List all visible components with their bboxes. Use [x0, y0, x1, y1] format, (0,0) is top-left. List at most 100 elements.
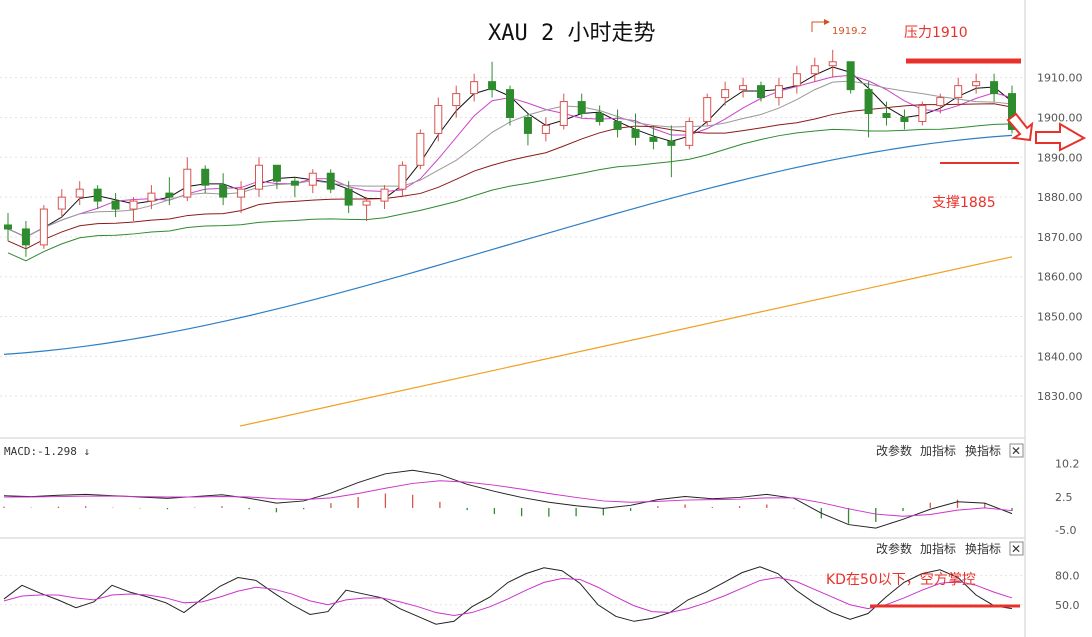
- bullish-candle: [792, 73, 801, 87]
- bullish-candle: [398, 164, 407, 190]
- bullish-candle: [470, 81, 479, 95]
- kd-annotation: KD在50以下，空方掌控: [826, 572, 976, 588]
- bullish-candle: [237, 188, 246, 198]
- bullish-candle: [39, 208, 48, 246]
- modify-params-button-kd[interactable]: 改参数: [876, 541, 912, 556]
- bullish-candle: [721, 89, 730, 99]
- bearish-candle: [165, 192, 174, 198]
- bullish-candle: [75, 188, 84, 198]
- bearish-candle: [506, 89, 514, 118]
- bullish-candle: [452, 93, 461, 107]
- bearish-candle: [846, 61, 855, 91]
- chart-title: XAU 2 小时走势: [488, 21, 655, 46]
- macd-label: MACD:-1.298 ↓: [4, 445, 90, 458]
- y-tick-label: 1910.00: [1037, 72, 1083, 85]
- kd-panel-buttons: 改参数 加指标 换指标 ✕: [876, 541, 1024, 556]
- y-tick-label: 1900.00: [1037, 111, 1083, 124]
- ma-longest-line: [239, 256, 1013, 427]
- switch-indicator-button[interactable]: 换指标: [965, 443, 1001, 458]
- macd-tick-label: -5.0: [1055, 524, 1076, 537]
- candlestick-series: [4, 49, 1016, 257]
- bearish-candle: [757, 85, 765, 99]
- bullish-candle: [954, 85, 963, 99]
- close-kd-button[interactable]: [1009, 541, 1024, 556]
- bullish-candle: [362, 200, 371, 206]
- bullish-candle: [308, 172, 317, 186]
- down-arrow-icon: [1006, 112, 1034, 142]
- d-line: [3, 577, 1013, 616]
- bearish-candle: [667, 140, 676, 146]
- bearish-candle: [1008, 93, 1016, 130]
- kd-tick-label: 50.0: [1055, 599, 1080, 612]
- y-tick-label: 1840.00: [1037, 350, 1083, 363]
- resistance-label: 压力1910: [904, 25, 968, 41]
- macd-panel-buttons: 改参数 加指标 换指标 ✕: [876, 443, 1024, 458]
- bullish-candle: [972, 81, 981, 87]
- modify-params-button[interactable]: 改参数: [876, 443, 912, 458]
- bearish-candle: [290, 180, 299, 186]
- moving-average-lines: [3, 66, 1013, 427]
- macd-axis: 10.2 2.5 -5.0: [1055, 457, 1080, 537]
- bullish-candle: [810, 65, 819, 75]
- right-arrow-icon: [1035, 122, 1087, 152]
- ma-line: [7, 123, 1013, 262]
- macd-signal-line: [4, 480, 1013, 517]
- bearish-candle: [272, 164, 281, 182]
- macd-line: [3, 469, 1013, 529]
- add-indicator-button-kd[interactable]: 加指标: [920, 541, 956, 556]
- bearish-candle: [21, 228, 30, 246]
- close-icon: ✕: [1011, 444, 1021, 458]
- bullish-candle: [685, 120, 694, 146]
- bullish-candle: [739, 85, 748, 91]
- bullish-candle: [918, 105, 927, 122]
- bearish-candle: [990, 81, 999, 95]
- bearish-candle: [900, 116, 909, 122]
- bearish-candle: [326, 172, 335, 190]
- bullish-candle: [434, 105, 443, 134]
- bearish-candle: [219, 184, 228, 198]
- bearish-candle: [631, 128, 640, 138]
- add-indicator-button[interactable]: 加指标: [920, 443, 956, 458]
- ma-long-line: [3, 134, 1013, 355]
- bullish-candle: [183, 168, 192, 198]
- bullish-candle: [936, 97, 945, 107]
- bullish-candle: [559, 101, 568, 126]
- k-line: [3, 566, 1013, 625]
- support-label: 支撑1885: [932, 195, 996, 211]
- bearish-candle: [649, 136, 658, 142]
- close-macd-button[interactable]: [1009, 443, 1024, 458]
- macd-series: [3, 469, 1013, 529]
- bullish-candle: [703, 97, 712, 122]
- bearish-candle: [201, 168, 210, 186]
- bearish-candle: [613, 120, 622, 130]
- kd-axis: 80.0 50.0: [1055, 570, 1080, 612]
- bearish-candle: [523, 116, 532, 134]
- kd-tick-label: 80.0: [1055, 570, 1080, 583]
- switch-indicator-button-kd[interactable]: 换指标: [965, 541, 1001, 556]
- macd-tick-label: 2.5: [1055, 491, 1073, 504]
- peak-value: 1919.2: [832, 26, 867, 37]
- bearish-candle: [882, 113, 891, 118]
- price-axis: 1910.00 1900.00 1890.00 1880.00 1870.00 1860.…: [1037, 72, 1083, 403]
- bearish-candle: [344, 188, 353, 206]
- bullish-candle: [147, 192, 156, 202]
- bullish-candle: [57, 196, 66, 210]
- bullish-candle: [774, 85, 783, 99]
- bullish-candle: [541, 124, 550, 134]
- bearish-candle: [488, 81, 497, 91]
- y-tick-label: 1850.00: [1037, 311, 1083, 324]
- bullish-candle: [828, 61, 837, 67]
- bearish-candle: [595, 113, 604, 122]
- y-tick-label: 1880.00: [1037, 191, 1083, 204]
- bearish-candle: [111, 200, 120, 210]
- bearish-candle: [864, 89, 873, 115]
- y-tick-label: 1870.00: [1037, 231, 1083, 244]
- bearish-candle: [577, 101, 586, 115]
- bullish-candle: [380, 188, 389, 202]
- bearish-candle: [93, 188, 102, 202]
- ma-line: [7, 103, 1013, 250]
- y-tick-label: 1830.00: [1037, 390, 1083, 403]
- peak-marker: 1919.2: [811, 19, 867, 37]
- price-grid: [0, 77, 1025, 397]
